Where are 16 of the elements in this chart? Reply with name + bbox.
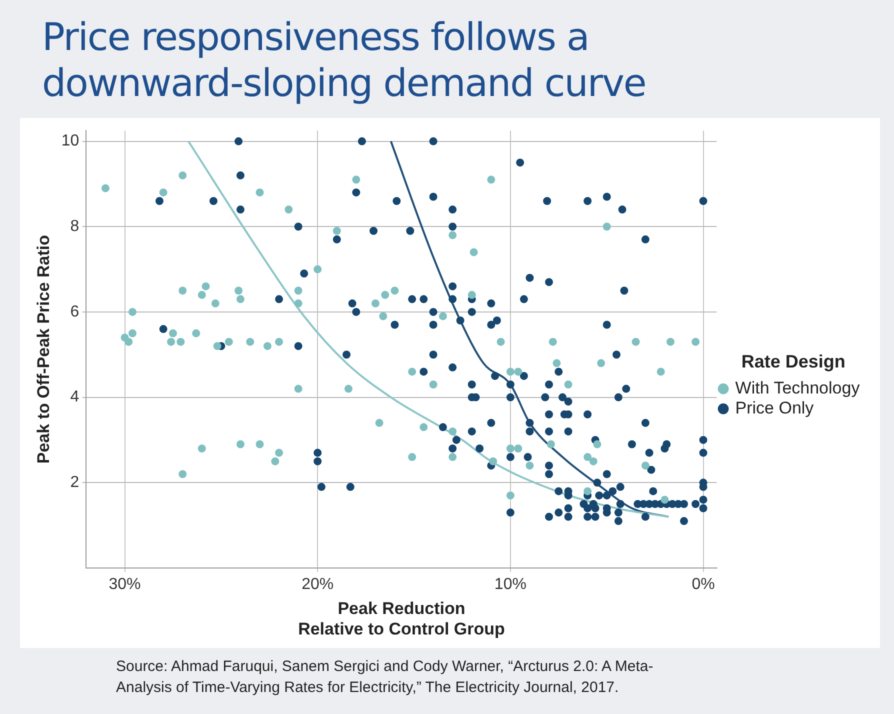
- source-note: Source: Ahmad Faruqui, Sanem Sergici and Cody Warner, “Arcturus 2.0: A Meta-Analysis of Time-Varying Rates for Electricity,” The Electricity Journal, 2017.: [116, 657, 654, 698]
- legend-title: Rate Design: [741, 352, 846, 372]
- chart-title: Price responsiveness follows a downward-sloping demand curve: [42, 14, 647, 106]
- y-axis-title: Peak to Off-Peak Price Ratio: [34, 234, 53, 464]
- legend-label: With Technology: [735, 378, 860, 398]
- x-tick-label: 10%: [494, 576, 526, 594]
- x-axis-title: Peak Reduction Relative to Control Group: [298, 599, 505, 638]
- y-tick-label: 4: [70, 388, 80, 406]
- y-tick-label: 6: [70, 303, 80, 320]
- x-tick-label: 0%: [692, 576, 715, 594]
- legend-label: Price Only: [735, 398, 814, 418]
- y-tick-label: 8: [70, 218, 80, 236]
- x-tick-label: 30%: [108, 576, 141, 594]
- y-tick-label: 2: [70, 474, 80, 492]
- x-tick-label: 20%: [302, 576, 334, 594]
- y-tick-label: 10: [61, 132, 80, 150]
